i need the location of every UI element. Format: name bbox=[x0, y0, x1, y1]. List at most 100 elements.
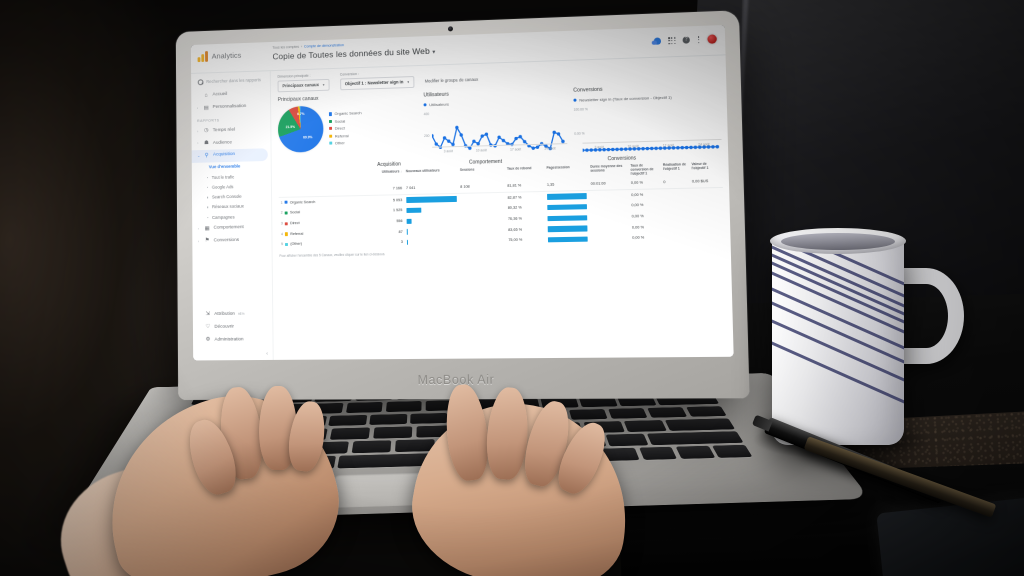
row-utilisateurs-bar-cell bbox=[404, 207, 458, 214]
mug-interior bbox=[781, 233, 895, 250]
row-channel[interactable]: Organic Search bbox=[289, 199, 316, 205]
col-header-nouveaux-utilisateurs[interactable]: Nouveaux utilisateurs bbox=[405, 168, 440, 174]
legend-item[interactable]: Referral bbox=[329, 132, 362, 138]
charts-row: Principaux canaux 69.9% 21.5% 6.7% bbox=[278, 83, 722, 158]
row-utilisateurs: 5 053 bbox=[392, 197, 403, 202]
notifications-icon[interactable] bbox=[653, 37, 662, 45]
row-channel[interactable]: (Other) bbox=[290, 242, 302, 247]
breadcrumb-separator: › bbox=[300, 44, 303, 49]
col-header-duree-moyenne[interactable]: Durée moyenne des sessions bbox=[590, 164, 623, 173]
bullet-icon bbox=[207, 206, 209, 209]
admin-gear-icon: ⚙ bbox=[205, 336, 211, 343]
more-menu-icon[interactable] bbox=[697, 36, 700, 44]
row-utilisateurs-bar-cell bbox=[405, 239, 459, 246]
conversion-select[interactable]: Objectif 1 : Newsletter sign in ▾ bbox=[339, 76, 415, 91]
bullet-icon bbox=[207, 186, 209, 189]
sidebar-item-label: Accueil bbox=[212, 92, 228, 98]
row-channel[interactable]: Direct bbox=[290, 220, 300, 226]
apps-grid-icon[interactable] bbox=[668, 36, 676, 45]
sidebar-item-label: Administration bbox=[214, 336, 244, 343]
row-duree bbox=[590, 238, 630, 239]
row-rebond-bar-cell bbox=[546, 225, 590, 232]
row-valeur bbox=[690, 204, 723, 205]
sidebar-item-conversions[interactable]: › ⚑ Conversions bbox=[192, 234, 271, 248]
row-utilisateurs-bar bbox=[406, 229, 408, 235]
total-taux-conversion: 0,00 % bbox=[630, 180, 644, 185]
header-main: Tous les comptes › Compte de démonstrati… bbox=[270, 28, 654, 63]
row-utilisateurs: 1 525 bbox=[393, 208, 403, 213]
row-utilisateurs: 556 bbox=[396, 218, 403, 223]
edit-channel-group-link[interactable]: Modifier le groupe de canaux bbox=[424, 76, 479, 84]
pie-slice-label-direct: 6.7% bbox=[297, 112, 305, 117]
x-tick: 3 août bbox=[594, 145, 604, 150]
row-utilisateurs-bar-cell bbox=[405, 217, 459, 224]
row-rank: 1 bbox=[280, 200, 283, 205]
chevron-down-icon[interactable]: ▾ bbox=[432, 49, 436, 56]
breadcrumb-account[interactable]: Compte de démonstration bbox=[303, 43, 344, 49]
legend-label: Referral bbox=[334, 132, 349, 139]
help-icon[interactable]: ? bbox=[682, 36, 690, 44]
legend-item[interactable]: Other bbox=[329, 140, 362, 146]
row-utilisateurs: 3 bbox=[400, 240, 403, 245]
legend-label: Newsletter sign in (Taux de conversion -… bbox=[579, 94, 672, 103]
audience-icon: ☗ bbox=[204, 140, 209, 147]
row-realisation bbox=[662, 215, 691, 216]
row-sessions bbox=[459, 241, 506, 242]
sidebar-item-attribution[interactable]: ⇲ Attribution BÊTA bbox=[193, 308, 273, 322]
x-tick: 24 août bbox=[544, 146, 556, 151]
chevron-right-icon[interactable]: › bbox=[197, 106, 199, 111]
mug-stripes bbox=[772, 235, 904, 445]
users-line-chart[interactable]: 400 200 bbox=[424, 106, 568, 154]
primary-dimension-select[interactable]: Principaux canaux ▾ bbox=[277, 78, 330, 93]
legend-item[interactable]: Direct bbox=[329, 125, 362, 131]
chevron-right-icon[interactable]: › bbox=[197, 226, 200, 231]
analytics-screen[interactable]: Analytics Tous les comptes › Compte de d… bbox=[190, 24, 734, 361]
search-input[interactable]: Rechercher dans les rapports bbox=[206, 77, 261, 85]
sidebar-item-personnalisation[interactable]: › ▤ Personnalisation bbox=[191, 100, 270, 115]
legend-item[interactable]: Social bbox=[329, 118, 362, 124]
col-header-taux-de-rebond[interactable]: Taux de rebond bbox=[506, 166, 532, 172]
row-taux-conversion: 0,00 % bbox=[631, 224, 645, 230]
row-utilisateurs-bar bbox=[406, 218, 413, 224]
row-utilisateurs-bar-cell bbox=[405, 228, 459, 235]
legend-label: Organic Search bbox=[334, 110, 362, 117]
col-header-taux-conversion-objectif[interactable]: Taux de conversion de l'objectif 1 bbox=[630, 163, 654, 176]
total-utilisateurs: 7 166 bbox=[392, 186, 403, 191]
col-header-realisation-objectif[interactable]: Réalisation de l'objectif 1 bbox=[662, 162, 687, 172]
row-duree bbox=[589, 206, 629, 207]
col-header-utilisateurs[interactable]: Utilisateurs ↓ bbox=[365, 170, 404, 183]
col-header-valeur-objectif[interactable]: Valeur de l'objectif 1 bbox=[691, 162, 709, 171]
sidebar-item-decouvrir[interactable]: ♡ Découvrir bbox=[193, 321, 273, 334]
chevron-down-icon[interactable]: ⌄ bbox=[197, 154, 201, 159]
legend-item[interactable]: Organic Search bbox=[328, 110, 362, 117]
pie-legend: Organic Search Social Direct Referral Ot… bbox=[328, 110, 362, 146]
sidebar-item-administration[interactable]: ⚙ Administration bbox=[193, 333, 273, 346]
row-realisation bbox=[663, 237, 692, 238]
y-tick: 400 bbox=[423, 112, 430, 117]
chevron-right-icon[interactable]: › bbox=[197, 129, 199, 134]
row-channel[interactable]: Referral bbox=[290, 231, 304, 236]
row-channel[interactable]: Social bbox=[289, 210, 300, 215]
customization-icon: ▤ bbox=[203, 105, 209, 112]
col-header-sessions[interactable]: Sessions bbox=[459, 168, 475, 173]
brand-zone[interactable]: Analytics bbox=[191, 42, 271, 63]
users-sparkline bbox=[431, 110, 568, 164]
row-sessions bbox=[459, 230, 506, 231]
conversions-line-chart[interactable]: 100.00 % 0.00 % bbox=[574, 101, 722, 150]
row-sessions bbox=[459, 219, 506, 220]
avatar[interactable] bbox=[707, 34, 717, 44]
legend-dot-icon bbox=[573, 98, 577, 103]
pie-chart[interactable]: 69.9% 21.5% 6.7% bbox=[277, 105, 324, 154]
row-taux-de-rebond: 76,36 % bbox=[507, 216, 522, 221]
col-header-dimension[interactable] bbox=[279, 172, 366, 185]
collapse-sidebar-button[interactable]: ‹ bbox=[266, 350, 268, 357]
home-icon: ⌂ bbox=[204, 92, 208, 99]
row-utilisateurs-bar bbox=[406, 196, 457, 203]
chevron-right-icon[interactable]: › bbox=[197, 141, 199, 146]
chevron-right-icon[interactable]: › bbox=[197, 239, 200, 244]
row-rebond-bar-cell bbox=[545, 203, 589, 211]
chevron-down-icon: ▾ bbox=[407, 79, 410, 84]
col-header-pages-session[interactable]: Pages/session bbox=[546, 165, 570, 171]
x-tick: 10 août bbox=[475, 148, 487, 153]
row-sessions bbox=[459, 208, 506, 209]
